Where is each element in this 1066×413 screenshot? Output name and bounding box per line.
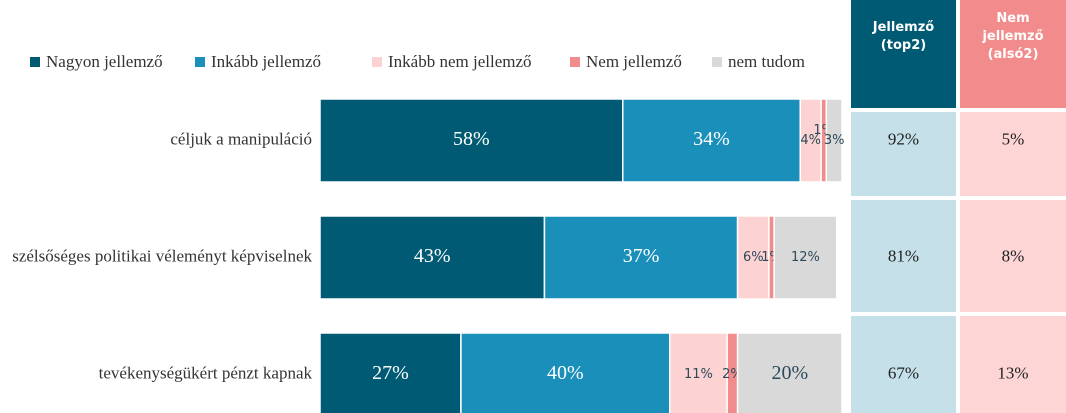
value-label: 11% (684, 367, 713, 382)
value-label: 37% (623, 245, 660, 267)
table-value: 8% (1002, 246, 1025, 265)
legend-swatch (372, 57, 382, 67)
legend-swatch (195, 57, 205, 67)
table-header-line: Jellemző (872, 20, 934, 35)
value-label: 20% (771, 362, 808, 384)
value-label: 43% (414, 245, 451, 267)
legend-swatch (712, 57, 722, 67)
table-header-line: Nem (996, 11, 1029, 26)
legend-label: Inkább jellemző (211, 52, 321, 71)
category-label: céljuk a manipuláció (170, 129, 312, 148)
legend-label: Nagyon jellemző (46, 52, 163, 71)
bar-segment (736, 332, 843, 413)
bar-segment (825, 98, 843, 183)
table-value: 67% (888, 363, 919, 382)
table-header-line: (alsó2) (988, 47, 1039, 62)
table-header: Nem jellemző (alsó2) (981, 11, 1043, 62)
table-cell (960, 316, 1066, 413)
table-value: 13% (997, 363, 1028, 382)
bar-segment (319, 215, 546, 300)
table-value: 5% (1002, 129, 1025, 148)
value-label: 4% (800, 133, 821, 148)
table-header-line: jellemző (981, 29, 1043, 44)
table-header: Jellemző (top2) (872, 20, 934, 53)
bar-segment (319, 98, 624, 183)
legend-label: Inkább nem jellemző (388, 52, 532, 71)
bar-segment (622, 98, 801, 183)
table-value: 92% (888, 129, 919, 148)
legend-label: nem tudom (728, 52, 805, 71)
table-header-cell (960, 0, 1066, 108)
legend-swatch (570, 57, 580, 67)
table-cell (960, 200, 1066, 312)
table-cell (960, 112, 1066, 196)
bar-segment (736, 215, 770, 300)
bar-segment (773, 215, 838, 300)
value-label: 40% (547, 362, 584, 384)
category-label: szélsőséges politikai véleményt képvisel… (12, 246, 312, 265)
value-label: 12% (791, 250, 820, 265)
table-header-line: (top2) (881, 38, 926, 53)
table-cell (851, 200, 956, 312)
value-label: 34% (693, 128, 730, 150)
table-value: 81% (888, 246, 919, 265)
table-header-cell (851, 0, 956, 108)
table-cell (851, 316, 956, 413)
category-label: tevékenységükért pénzt kapnak (99, 363, 313, 382)
value-label: 3% (824, 133, 845, 148)
value-label: 6% (743, 250, 764, 265)
bar-segment (543, 215, 739, 300)
value-label: 58% (453, 128, 490, 150)
legend-label: Nem jellemző (586, 52, 682, 71)
bar-segment (319, 332, 462, 413)
table-cell (851, 112, 956, 196)
legend-swatch (30, 57, 40, 67)
value-label: 27% (372, 362, 409, 384)
